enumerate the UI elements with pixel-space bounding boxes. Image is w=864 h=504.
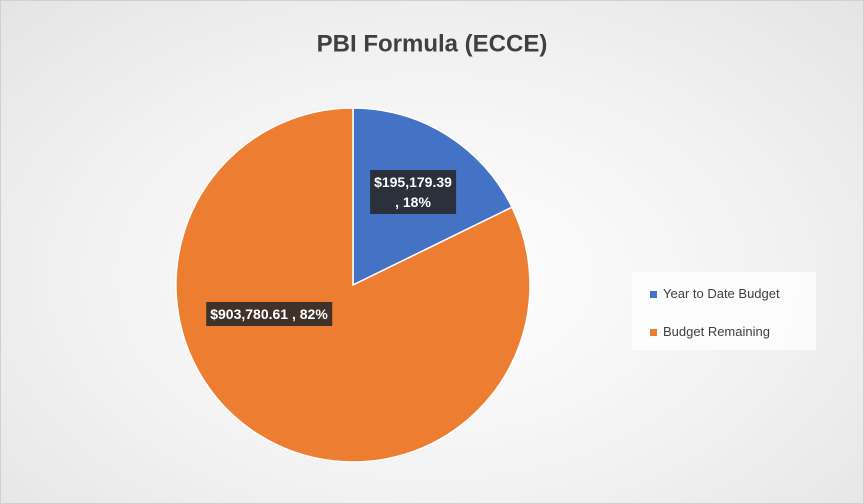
legend-swatch xyxy=(650,291,657,299)
legend: Year to Date Budget Budget Remaining xyxy=(632,272,816,350)
legend-label: Year to Date Budget xyxy=(663,286,780,301)
legend-label: Budget Remaining xyxy=(663,324,770,339)
data-label: $903,780.61 , 82% xyxy=(206,302,332,326)
legend-swatch xyxy=(650,329,657,337)
legend-item: Year to Date Budget xyxy=(650,286,780,301)
data-label: $195,179.39 , 18% xyxy=(370,170,456,214)
legend-item: Budget Remaining xyxy=(650,324,770,339)
chart-title: PBI Formula (ECCE) xyxy=(317,30,548,57)
pie-slice xyxy=(175,107,531,463)
